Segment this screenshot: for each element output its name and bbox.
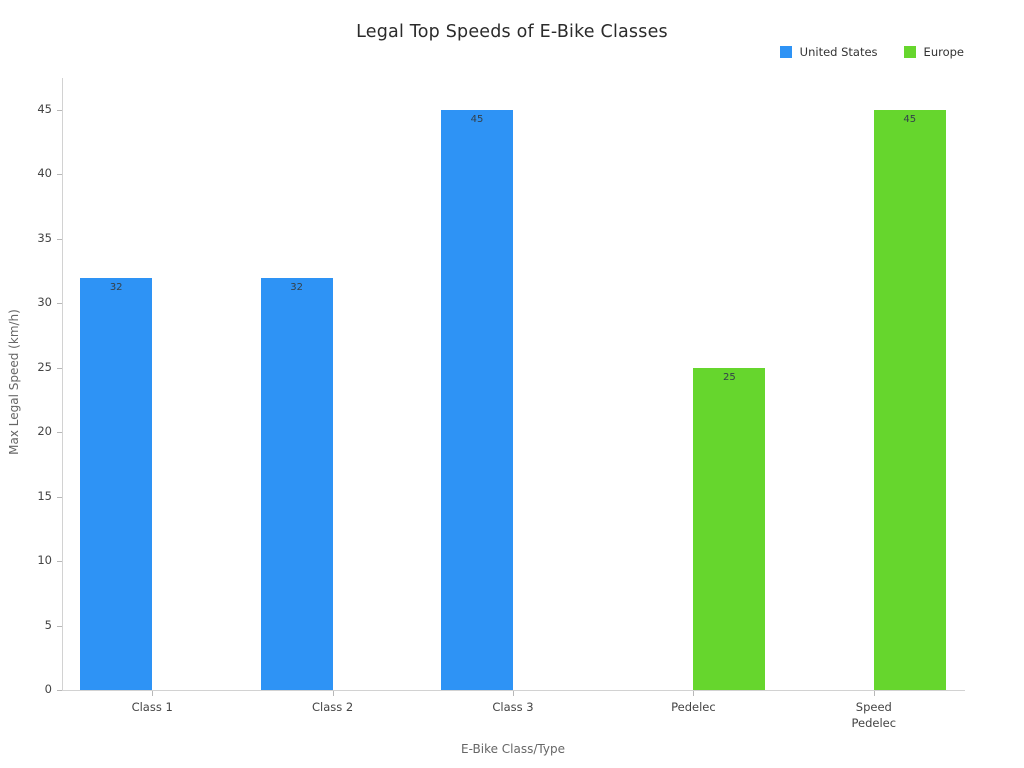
x-tick-mark xyxy=(873,691,875,696)
y-tick-mark xyxy=(57,690,62,691)
bar-value-label: 32 xyxy=(109,281,123,293)
bar-value-label: 32 xyxy=(290,281,303,293)
y-tick-label: 45 xyxy=(37,102,52,116)
x-tick-label: Class 1 xyxy=(131,700,173,714)
bar-value-label: 45 xyxy=(470,114,484,125)
x-axis-title: E-Bike Class/Type xyxy=(461,742,565,756)
y-tick-mark xyxy=(57,625,62,627)
y-tick-label: 15 xyxy=(37,488,52,503)
legend-label: United States xyxy=(799,45,878,59)
y-tick-label: 10 xyxy=(37,553,52,568)
y-tick-label: 30 xyxy=(37,295,52,310)
x-axis-line xyxy=(62,690,965,691)
y-tick-mark xyxy=(57,432,62,434)
x-tick-mark xyxy=(693,691,695,696)
x-tick-label: Speed Pedelec xyxy=(851,700,897,730)
y-tick-mark xyxy=(57,238,62,240)
bar-europe-speed-pedelec xyxy=(873,110,946,690)
legend-item-united-states: United States xyxy=(779,45,878,59)
x-tick-label: Class 3 xyxy=(492,700,534,714)
y-tick-mark xyxy=(57,561,62,563)
bar-europe-pedelec xyxy=(693,367,766,690)
legend-label: Europe xyxy=(923,45,964,59)
y-tick-label: 20 xyxy=(37,424,52,439)
bar-united-states-class-3 xyxy=(441,110,513,690)
legend-item-europe: Europe xyxy=(903,45,964,59)
x-tick-mark xyxy=(332,691,334,696)
y-tick-mark xyxy=(57,303,62,305)
legend-swatch-icon xyxy=(779,46,792,58)
bar-united-states-class-1 xyxy=(80,277,153,690)
x-tick-label: Class 2 xyxy=(311,700,354,714)
y-tick-mark xyxy=(57,496,62,498)
y-tick-mark xyxy=(57,110,62,111)
chart-title: Legal Top Speeds of E-Bike Classes xyxy=(356,22,668,42)
y-axis-title: Max Legal Speed (km/h) xyxy=(7,309,21,455)
y-tick-mark xyxy=(57,367,62,369)
y-tick-mark xyxy=(57,174,62,176)
legend: United States Europe xyxy=(779,45,964,59)
x-tick-label: Pedelec xyxy=(671,700,716,714)
y-axis-line xyxy=(62,78,63,690)
legend-swatch-icon xyxy=(903,46,916,58)
bar-united-states-class-2 xyxy=(260,277,333,690)
bar-value-label: 25 xyxy=(723,371,736,383)
bar-value-label: 45 xyxy=(903,114,917,125)
y-tick-label: 40 xyxy=(37,166,52,181)
y-tick-label: 5 xyxy=(44,617,52,632)
x-tick-mark xyxy=(152,691,154,696)
y-tick-label: 35 xyxy=(37,230,52,245)
x-tick-mark xyxy=(513,691,514,696)
y-tick-label: 25 xyxy=(37,359,52,374)
y-tick-label: 0 xyxy=(44,682,52,696)
